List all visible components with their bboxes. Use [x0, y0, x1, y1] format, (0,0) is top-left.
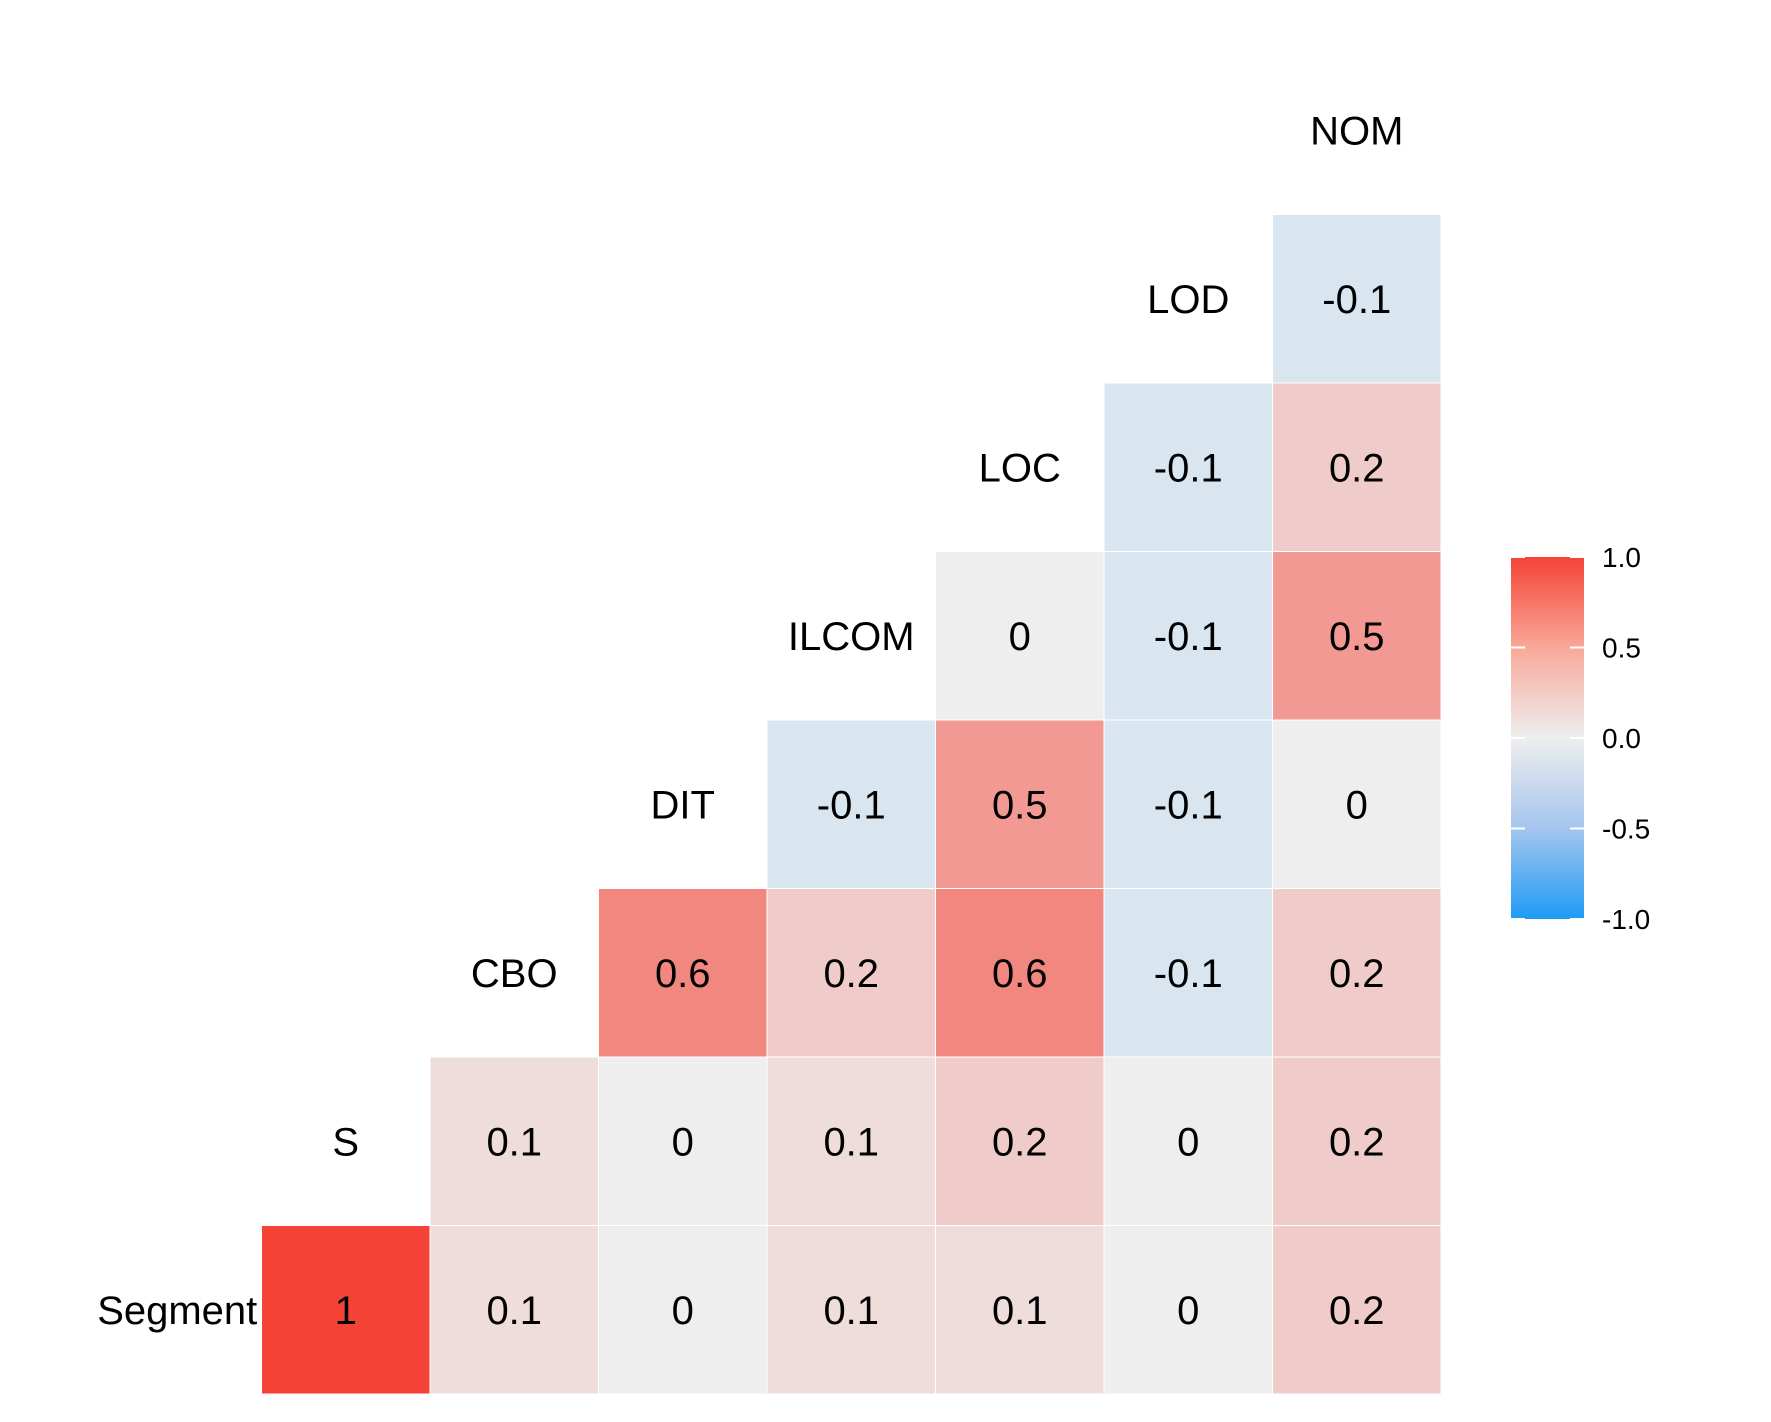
heatmap-cell [1103, 1225, 1273, 1395]
cell-value-label: 0.1 [823, 1289, 879, 1333]
legend-tick-label: 1.0 [1602, 542, 1641, 573]
cell-value-label: 0.5 [992, 783, 1048, 827]
legend-tick-label: 0.0 [1602, 723, 1641, 754]
heatmap-cells: 1 0.1 0 0.1 0.1 0 0.2 0.1 0 0.1 0.2 0 0.2 0.6 0.2 0.6 -0… [261, 214, 1442, 1395]
legend-tick-label: -1.0 [1602, 904, 1650, 935]
variable-label-s: S [332, 1120, 359, 1164]
heatmap-cell [1272, 214, 1442, 384]
cell-value-label: 0 [1009, 615, 1031, 659]
heatmap-cell [1103, 1056, 1273, 1226]
cell-value-label: -0.1 [1322, 278, 1391, 322]
variable-label-loc: LOC [979, 446, 1061, 490]
variable-labels: Segment S CBO DIT ILCOM LOC LOD NOM [97, 109, 1403, 1333]
heatmap-cell [1103, 719, 1273, 889]
cell-value-label: 0.2 [1329, 1289, 1385, 1333]
cell-value-label: 0.1 [823, 1120, 879, 1164]
variable-label-dit: DIT [651, 783, 715, 827]
heatmap-cell [1272, 1056, 1442, 1226]
variable-label-segment: Segment [97, 1289, 257, 1333]
color-legend: 1.0 0.5 0.0 -0.5 -1.0 [1511, 542, 1650, 935]
cell-value-label: 1 [335, 1289, 357, 1333]
cell-value-label: 0.2 [823, 952, 879, 996]
heatmap-cell [598, 1056, 768, 1226]
legend-tick-label: -0.5 [1602, 814, 1650, 845]
cell-value-label: 0 [1346, 783, 1368, 827]
variable-label-lod: LOD [1147, 278, 1229, 322]
cell-value-label: 0 [672, 1120, 694, 1164]
heatmap-cell [1103, 888, 1273, 1058]
heatmap-cell [935, 888, 1105, 1058]
heatmap-cell [766, 888, 936, 1058]
cell-value-label: 0.1 [992, 1289, 1048, 1333]
heatmap-cell [766, 719, 936, 889]
cell-value-label: -0.1 [1154, 446, 1223, 490]
heatmap-cell [1272, 1225, 1442, 1395]
heatmap-cell [766, 1225, 936, 1395]
cell-value-label: 0 [1177, 1120, 1199, 1164]
heatmap-cell [429, 1056, 599, 1226]
cell-value-label: 0.2 [1329, 1120, 1385, 1164]
cell-value-label: 0.2 [1329, 952, 1385, 996]
cell-value-label: 0.2 [992, 1120, 1048, 1164]
heatmap-cell [766, 1056, 936, 1226]
cell-value-label: -0.1 [1154, 783, 1223, 827]
variable-label-ilcom: ILCOM [788, 615, 915, 659]
heatmap-cell [1272, 888, 1442, 1058]
cell-value-label: 0.5 [1329, 615, 1385, 659]
heatmap-cell [1272, 382, 1442, 552]
heatmap-cell [429, 1225, 599, 1395]
cell-value-label: 0 [1177, 1289, 1199, 1333]
heatmap-cell [1272, 551, 1442, 721]
heatmap-cell [935, 719, 1105, 889]
heatmap-cell [1103, 382, 1273, 552]
cell-value-label: 0.2 [1329, 446, 1385, 490]
cell-value-label: 0.1 [486, 1120, 542, 1164]
cell-value-label: 0.1 [486, 1289, 542, 1333]
cell-value-label: -0.1 [1154, 615, 1223, 659]
cell-value-label: 0 [672, 1289, 694, 1333]
heatmap-cell [598, 888, 768, 1058]
legend-ticks: 1.0 0.5 0.0 -0.5 -1.0 [1511, 542, 1650, 935]
legend-tick-label: 0.5 [1602, 633, 1641, 664]
variable-label-cbo: CBO [471, 952, 558, 996]
cell-value-label: 0.6 [992, 952, 1048, 996]
cell-value-label: -0.1 [1154, 952, 1223, 996]
cell-value-label: -0.1 [817, 783, 886, 827]
heatmap-cell [935, 1225, 1105, 1395]
cell-value-label: 0.6 [655, 952, 711, 996]
variable-label-nom: NOM [1310, 109, 1403, 153]
heatmap-cell [935, 551, 1105, 721]
heatmap-cell [261, 1225, 431, 1395]
